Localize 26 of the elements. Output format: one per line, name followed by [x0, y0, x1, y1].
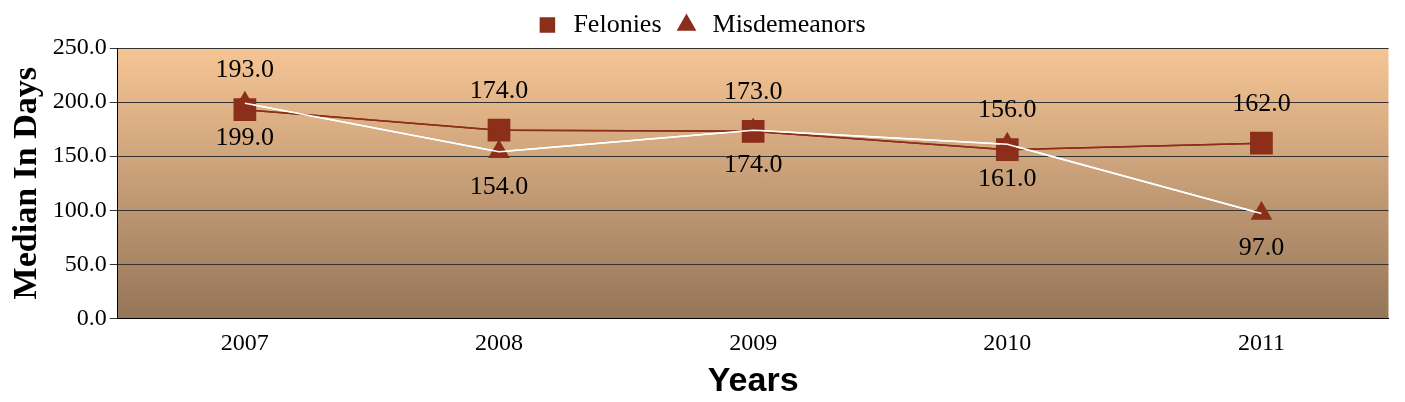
y-tick-label: 200.0: [52, 87, 107, 114]
data-label: 174.0: [469, 75, 529, 105]
x-tick-label: 2007: [220, 329, 269, 356]
x-tick-label: 2008: [475, 329, 524, 356]
x-tick-label: 2011: [1237, 329, 1285, 356]
y-tick-label: 250.0: [52, 33, 107, 60]
data-label: 97.0: [1238, 232, 1285, 262]
legend-label: Felonies: [573, 8, 662, 38]
y-tick-label: 100.0: [52, 195, 107, 222]
x-tick-label: 2010: [983, 329, 1032, 356]
data-label: 154.0: [469, 170, 529, 200]
y-axis-title: Median In Days: [6, 67, 44, 300]
data-label: 193.0: [215, 54, 275, 84]
data-label: 161.0: [978, 163, 1037, 193]
y-tick-label: 150.0: [52, 141, 107, 168]
point: [1250, 131, 1273, 155]
x-tick-label: 2009: [729, 329, 778, 356]
data-label: 174.0: [723, 149, 783, 179]
data-label: 173.0: [723, 76, 783, 106]
y-tick-label: 0.0: [76, 303, 107, 330]
data-label: 199.0: [215, 121, 275, 151]
data-label: 156.0: [978, 94, 1037, 124]
point: [487, 118, 511, 142]
legend-label: Misdemeanors: [712, 8, 866, 38]
x-axis-title: Years: [707, 359, 799, 398]
y-tick-label: 50.0: [64, 249, 107, 276]
